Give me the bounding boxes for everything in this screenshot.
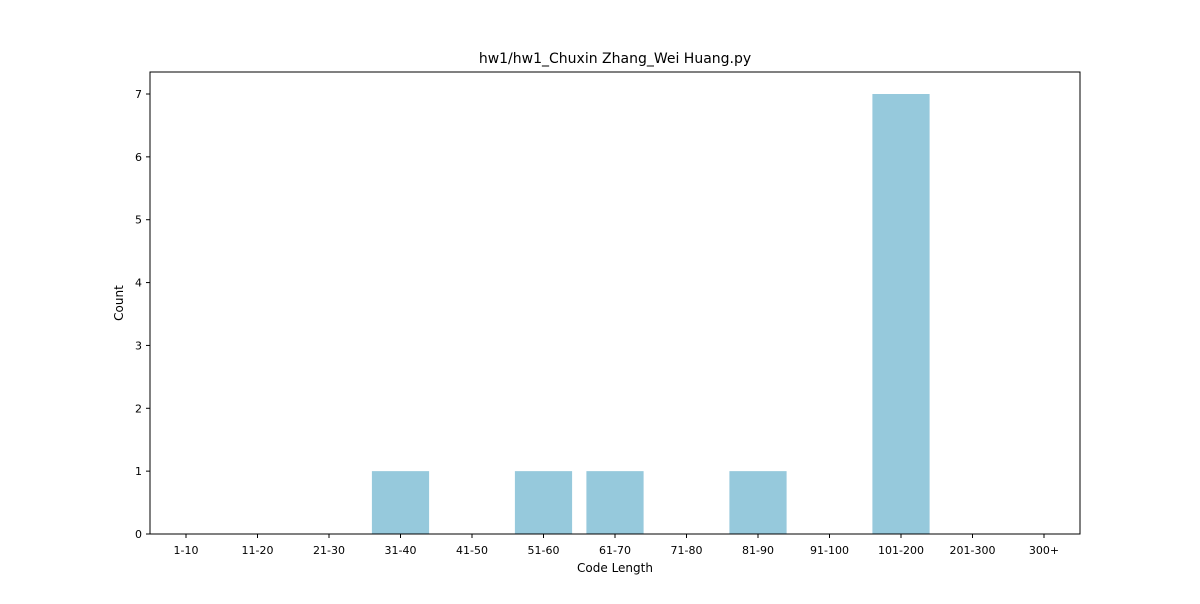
y-tick-label: 3	[135, 339, 142, 352]
x-ticks-group: 1-10 11-20 21-30 31-40 41-50 51-60 61-70 71-80 8…	[174, 534, 1059, 557]
x-tick-label: 71-80	[671, 544, 703, 557]
y-tick-label: 4	[135, 277, 142, 290]
x-tick-label: 51-60	[528, 544, 560, 557]
x-axis-label: Code Length	[577, 561, 653, 575]
chart-title: hw1/hw1_Chuxin Zhang_Wei Huang.py	[479, 51, 751, 67]
x-tick-label: 21-30	[313, 544, 345, 557]
x-tick-label: 101-200	[878, 544, 924, 557]
y-tick-label: 2	[135, 402, 142, 415]
x-tick-label: 41-50	[456, 544, 488, 557]
y-tick-label: 1	[135, 465, 142, 478]
x-tick-label: 201-300	[950, 544, 996, 557]
plot-area-frame	[149, 71, 1081, 535]
y-tick-label: 5	[135, 214, 142, 227]
x-tick-label: 31-40	[385, 544, 417, 557]
y-tick-label: 0	[135, 528, 142, 541]
x-tick-label: 300+	[1029, 544, 1059, 557]
y-tick-label: 6	[135, 151, 142, 164]
bar-81-90	[729, 471, 787, 534]
x-tick-label: 61-70	[599, 544, 631, 557]
bars-group	[371, 94, 930, 534]
bar-51-60	[514, 471, 573, 534]
x-tick-label: 91-100	[810, 544, 849, 557]
bar-61-70	[586, 471, 644, 534]
bar-31-40	[371, 471, 430, 534]
x-tick-label: 81-90	[742, 544, 774, 557]
x-tick-label: 1-10	[174, 544, 199, 557]
y-tick-label: 7	[135, 88, 142, 101]
y-ticks-group: 0 1 2 3 4 5 6 7	[135, 88, 150, 541]
y-axis-label: Count	[112, 285, 126, 321]
bar-101-200	[872, 94, 930, 534]
x-tick-label: 11-20	[242, 544, 274, 557]
